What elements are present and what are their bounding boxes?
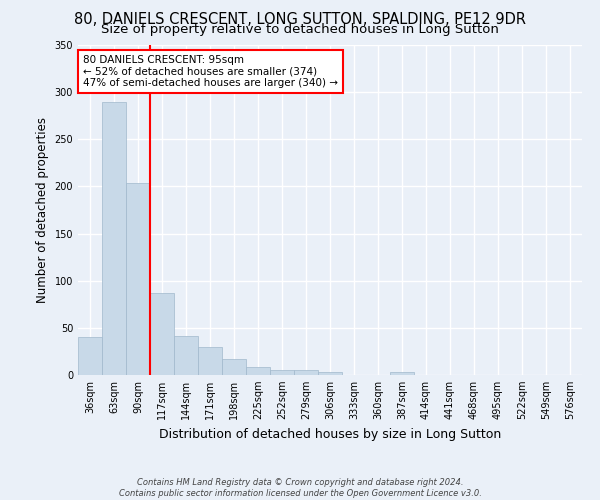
Bar [150,293,174,375]
Bar [318,372,342,375]
Text: 80 DANIELS CRESCENT: 95sqm
← 52% of detached houses are smaller (374)
47% of sem: 80 DANIELS CRESCENT: 95sqm ← 52% of deta… [83,55,338,88]
Text: Contains HM Land Registry data © Crown copyright and database right 2024.
Contai: Contains HM Land Registry data © Crown c… [119,478,481,498]
Bar [102,102,126,375]
Bar [222,359,246,375]
Bar [126,182,150,375]
Bar [78,338,102,375]
Text: 80, DANIELS CRESCENT, LONG SUTTON, SPALDING, PE12 9DR: 80, DANIELS CRESCENT, LONG SUTTON, SPALD… [74,12,526,28]
X-axis label: Distribution of detached houses by size in Long Sutton: Distribution of detached houses by size … [159,428,501,440]
Bar [174,336,198,375]
Y-axis label: Number of detached properties: Number of detached properties [36,117,49,303]
Bar [270,370,294,375]
Text: Size of property relative to detached houses in Long Sutton: Size of property relative to detached ho… [101,22,499,36]
Bar [294,370,318,375]
Bar [198,346,222,375]
Bar [390,372,414,375]
Bar [246,366,270,375]
